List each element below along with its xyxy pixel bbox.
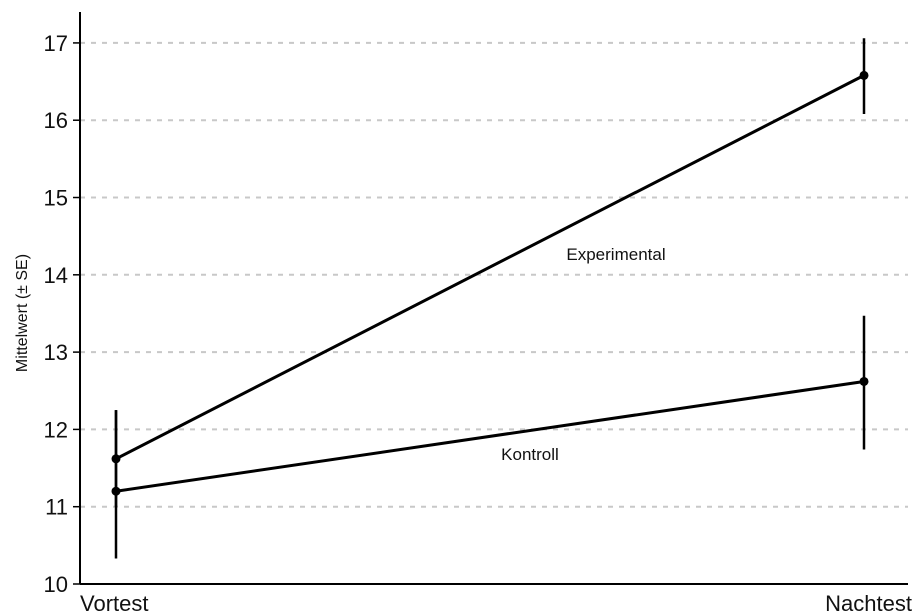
y-tick-label: 12: [44, 417, 68, 442]
data-point: [111, 486, 121, 496]
series-label-experimental: Experimental: [566, 245, 665, 264]
series-group: [111, 38, 869, 559]
series-kontroll: [111, 315, 869, 559]
series-line: [115, 379, 865, 493]
x-tick-label: Nachtest: [825, 591, 912, 614]
axes: [79, 12, 908, 585]
series-line: [115, 74, 865, 461]
y-tick-labels: 10 11 12 13 14 15 16 17: [44, 31, 80, 597]
x-tick-labels: Vortest Nachtest: [80, 591, 912, 614]
data-point: [859, 376, 869, 386]
y-tick-label: 10: [44, 572, 68, 597]
y-tick-label: 15: [44, 186, 68, 211]
series-labels: Experimental Kontroll: [501, 245, 665, 464]
y-axis-title: Mittelwert (± SE): [14, 254, 31, 372]
y-tick-label: 14: [44, 263, 68, 288]
y-tick-label: 13: [44, 340, 68, 365]
data-point: [859, 70, 869, 80]
y-tick-label: 17: [44, 31, 68, 56]
series-label-kontroll: Kontroll: [501, 445, 559, 464]
y-tick-label: 11: [45, 495, 68, 520]
x-tick-label: Vortest: [80, 591, 148, 614]
y-tick-label: 16: [44, 108, 68, 133]
